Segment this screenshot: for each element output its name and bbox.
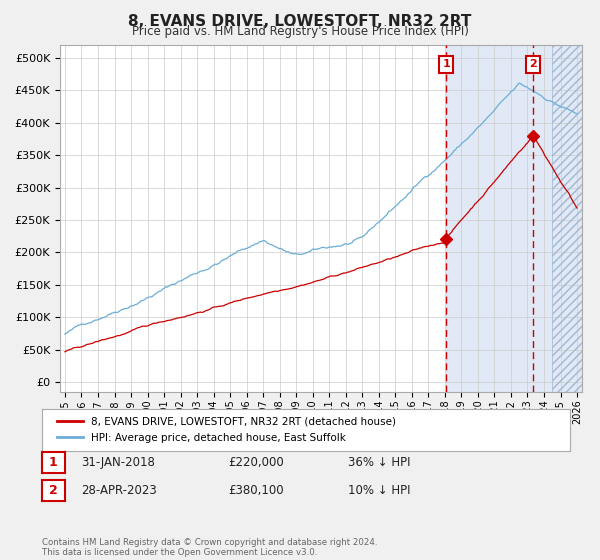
Text: £220,000: £220,000 xyxy=(228,456,284,469)
Text: 1: 1 xyxy=(49,456,58,469)
Text: 2: 2 xyxy=(529,59,537,69)
Text: £380,100: £380,100 xyxy=(228,484,284,497)
Text: 10% ↓ HPI: 10% ↓ HPI xyxy=(348,484,410,497)
Text: 8, EVANS DRIVE, LOWESTOFT, NR32 2RT: 8, EVANS DRIVE, LOWESTOFT, NR32 2RT xyxy=(128,14,472,29)
Text: 28-APR-2023: 28-APR-2023 xyxy=(81,484,157,497)
Legend: 8, EVANS DRIVE, LOWESTOFT, NR32 2RT (detached house), HPI: Average price, detach: 8, EVANS DRIVE, LOWESTOFT, NR32 2RT (det… xyxy=(52,413,400,447)
Text: 2: 2 xyxy=(49,484,58,497)
Text: 31-JAN-2018: 31-JAN-2018 xyxy=(81,456,155,469)
Text: Contains HM Land Registry data © Crown copyright and database right 2024.
This d: Contains HM Land Registry data © Crown c… xyxy=(42,538,377,557)
Text: 1: 1 xyxy=(442,59,450,69)
Text: 36% ↓ HPI: 36% ↓ HPI xyxy=(348,456,410,469)
Bar xyxy=(446,45,586,392)
Text: Price paid vs. HM Land Registry's House Price Index (HPI): Price paid vs. HM Land Registry's House … xyxy=(131,25,469,38)
Bar xyxy=(552,45,586,392)
